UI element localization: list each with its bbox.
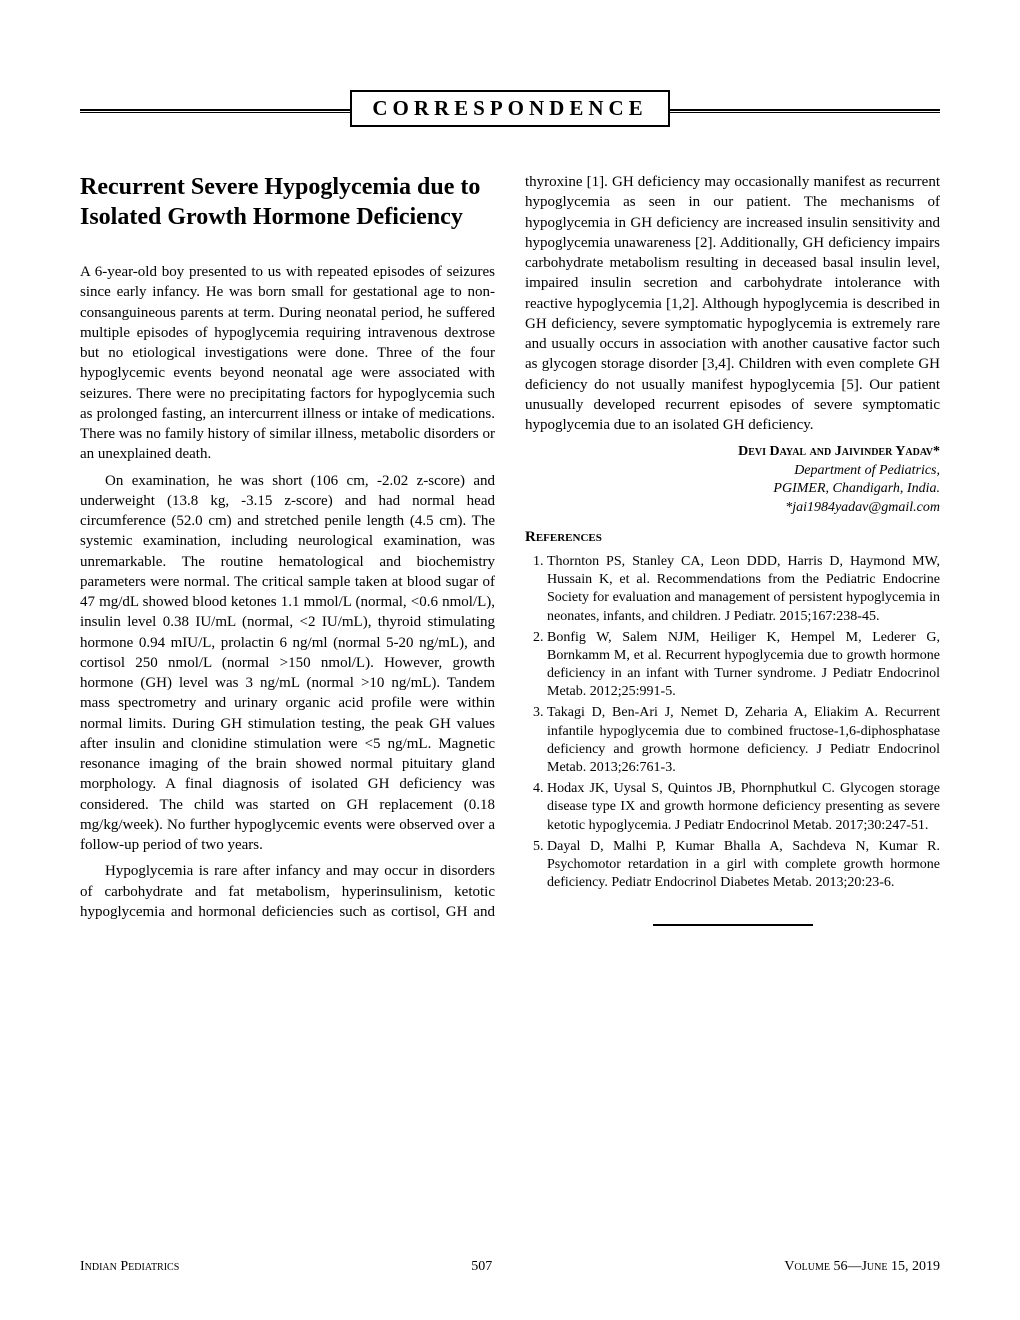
reference-item: Thornton PS, Stanley CA, Leon DDD, Harri… xyxy=(547,553,940,626)
article-title: Recurrent Severe Hypoglycemia due to Iso… xyxy=(80,172,495,232)
affiliation: PGIMER, Chandigarh, India. xyxy=(525,480,940,498)
section-label: CORRESPONDENCE xyxy=(350,90,669,127)
references-heading: References xyxy=(525,527,940,547)
reference-item: Dayal D, Malhi P, Kumar Bhalla A, Sachde… xyxy=(547,838,940,893)
end-rule-line xyxy=(653,924,813,926)
author-email: *jai1984yadav@gmail.com xyxy=(525,499,940,517)
footer-journal: Indian Pediatrics xyxy=(80,1259,179,1275)
article-content: Recurrent Severe Hypoglycemia due to Iso… xyxy=(80,172,940,933)
header-rule-right xyxy=(670,109,940,113)
footer-page-number: 507 xyxy=(471,1259,492,1275)
references-list: Thornton PS, Stanley CA, Leon DDD, Harri… xyxy=(525,553,940,892)
page-footer: Indian Pediatrics 507 Volume 56—June 15,… xyxy=(80,1259,940,1275)
authors: Devi Dayal and Jaivinder Yadav* xyxy=(525,443,940,462)
end-rule xyxy=(525,912,940,932)
reference-item: Takagi D, Ben-Ari J, Nemet D, Zeharia A,… xyxy=(547,704,940,777)
reference-item: Bonfig W, Salem NJM, Heiliger K, Hempel … xyxy=(547,629,940,702)
affiliation: Department of Pediatrics, xyxy=(525,462,940,480)
paragraph: A 6-year-old boy presented to us with re… xyxy=(80,262,495,465)
paragraph: On examination, he was short (106 cm, -2… xyxy=(80,471,495,856)
section-header: CORRESPONDENCE xyxy=(80,90,940,127)
footer-issue: Volume 56—June 15, 2019 xyxy=(784,1259,940,1275)
reference-item: Hodax JK, Uysal S, Quintos JB, Phornphut… xyxy=(547,780,940,835)
header-rule-left xyxy=(80,109,350,113)
